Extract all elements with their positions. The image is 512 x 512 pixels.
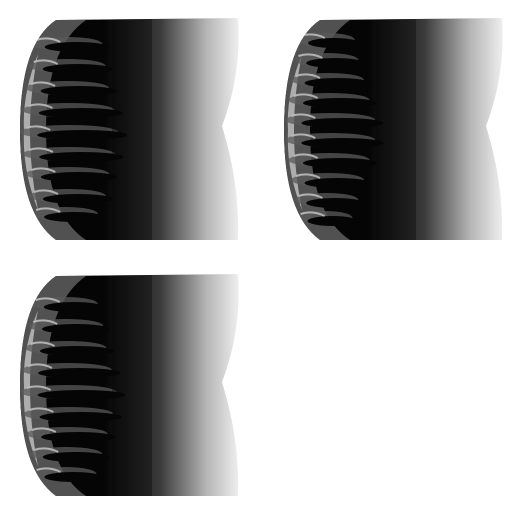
grayscale-panel-3 xyxy=(16,270,248,502)
panel-graphic xyxy=(20,18,239,240)
panel-graphic xyxy=(20,274,239,496)
grayscale-panel-2 xyxy=(280,14,512,246)
panel-graphic xyxy=(284,18,503,240)
grayscale-panel-1 xyxy=(16,14,248,246)
